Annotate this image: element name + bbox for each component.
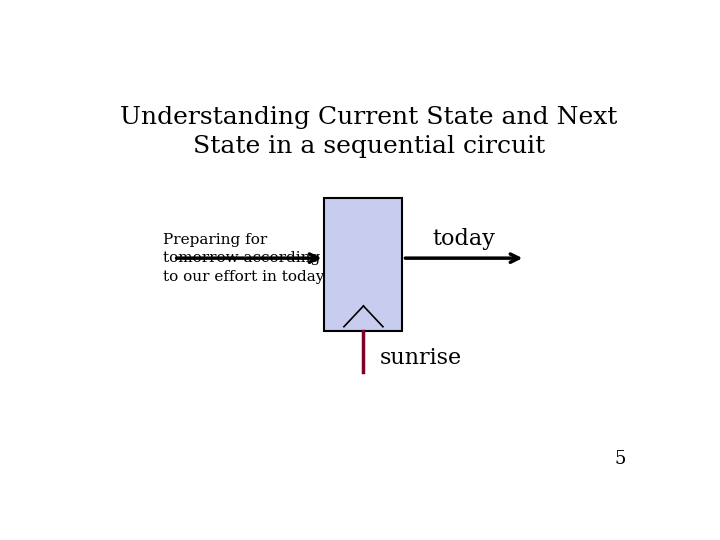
Text: Preparing for
tomorrow according
to our effort in today: Preparing for tomorrow according to our … [163,233,324,284]
Text: today: today [433,228,495,251]
Text: sunrise: sunrise [380,347,462,369]
Text: Understanding Current State and Next
State in a sequential circuit: Understanding Current State and Next Sta… [120,106,618,158]
Text: 5: 5 [614,450,626,468]
Bar [324,198,402,331]
